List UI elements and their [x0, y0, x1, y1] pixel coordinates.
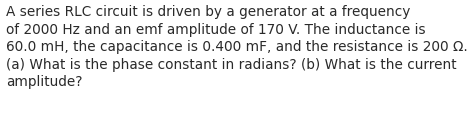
Text: A series RLC circuit is driven by a generator at a frequency
of 2000 Hz and an e: A series RLC circuit is driven by a gene… [6, 5, 467, 89]
